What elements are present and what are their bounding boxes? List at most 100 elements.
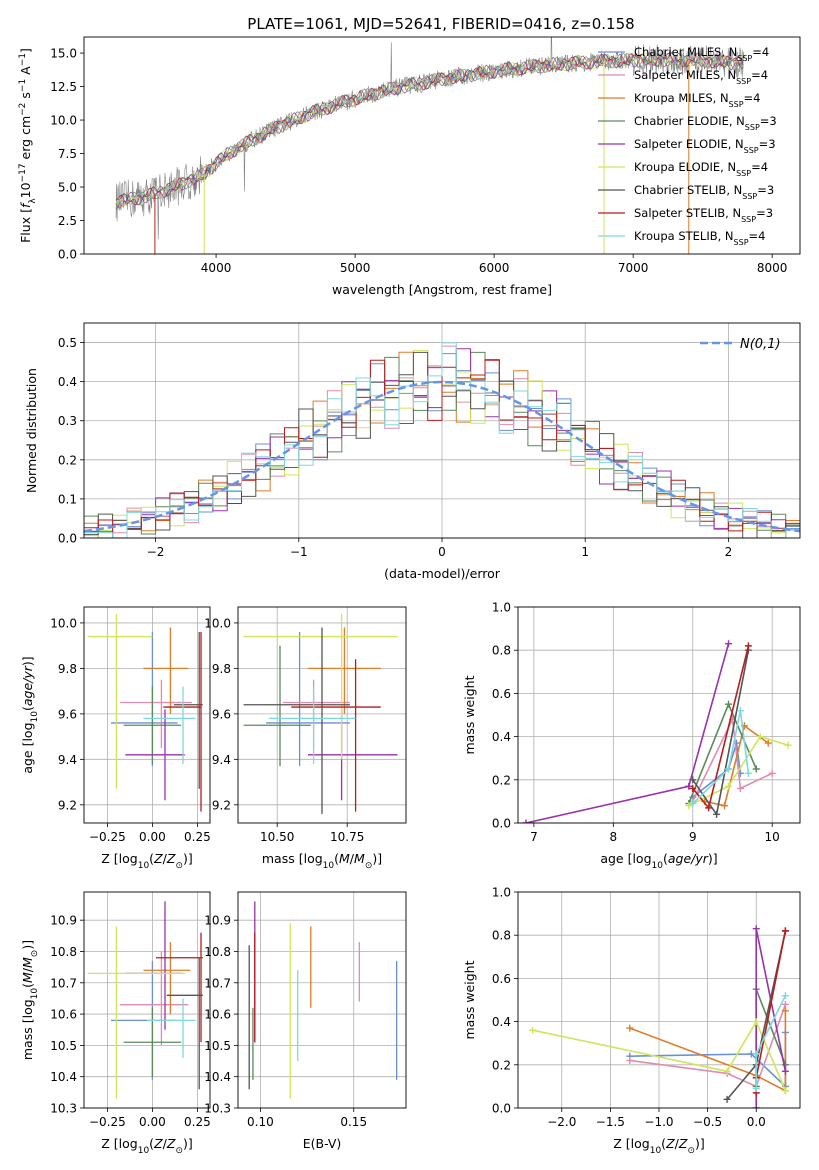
x-tick-label: 8000	[757, 261, 788, 275]
label-part: Z	[153, 1136, 163, 1151]
label-part: /	[20, 967, 35, 972]
y-tick-label: 10.7	[50, 976, 77, 990]
y-tick-label: 7.5	[58, 147, 77, 161]
x-axis-label: mass [log10(M/M⊙)]	[262, 851, 382, 871]
weight-marker	[768, 769, 776, 777]
label-part: erg cm	[18, 116, 33, 164]
legend-label: N(0,1)	[740, 337, 781, 352]
y-tick-label: 0.2	[492, 1058, 511, 1072]
label-part: Salpeter ELODIE, N	[634, 137, 744, 151]
y-tick-label: 10.8	[204, 945, 231, 959]
axes-frame	[237, 891, 407, 1109]
weight-marker	[756, 733, 764, 741]
y-tick-label: 0.4	[58, 375, 77, 389]
weight-marker	[752, 765, 760, 773]
y-tick-label: 0.0	[492, 1102, 511, 1116]
weight-marker	[685, 802, 693, 810]
y-tick-label: 0.8	[492, 644, 511, 658]
y-axis-label: mass [log10(M/M⊙)]	[20, 940, 40, 1060]
weight-marker	[781, 927, 789, 935]
label-part: ⊙	[175, 861, 183, 871]
model-line-kroupa-stelib	[115, 52, 744, 207]
label-part: Z	[678, 1136, 688, 1151]
plot-area-age_vs_Z	[87, 613, 203, 812]
axes-residuals: −2 −1 0 1 2 0.0 0.1 0.2 0.3 0.4 0.5 (data-model)/er…	[24, 322, 801, 581]
label-part: Z [	[101, 851, 118, 866]
label-part: (	[661, 1136, 666, 1151]
label-part: (	[20, 983, 35, 988]
weight-marker	[781, 992, 789, 1000]
x-tick-label: 7	[530, 830, 538, 844]
label-part: )]	[20, 656, 35, 666]
weight-marker	[721, 802, 729, 810]
y-tick-label: 9.8	[212, 662, 231, 676]
label-part: 10	[650, 1146, 662, 1156]
legend-label: Chabrier STELIB, NSSP=3	[634, 183, 774, 201]
x-axis-label: age [log10(age/yr)]	[600, 851, 717, 871]
weight-marker	[725, 640, 733, 648]
legend-label: Salpeter MILES, NSSP=4	[634, 68, 768, 86]
axes-spectrum: 4000 5000 6000 7000 8000 0.0 2.5 5.0 7.5 10.0 12.5…	[18, 36, 801, 297]
x-tick-label: 0.00	[139, 830, 166, 844]
label-part: −1	[18, 53, 28, 66]
y-tick-label: 2.5	[58, 214, 77, 228]
label-part: )]	[695, 1136, 705, 1151]
label-part: M	[339, 851, 350, 866]
label-part: age/yr	[668, 851, 709, 866]
y-axis-label: mass weight	[462, 960, 477, 1039]
y-tick-label: 9.6	[58, 707, 77, 721]
x-tick-label: −1.5	[596, 1115, 625, 1129]
label-part: /	[350, 851, 355, 866]
weight-marker	[784, 741, 792, 749]
weight-line-kroupa-miles	[629, 1010, 787, 1093]
label-part: E(B-V)	[303, 1136, 342, 1151]
x-axis-label: (data-model)/error	[384, 566, 501, 581]
label-part: log	[20, 999, 35, 1018]
plot-area-weight_vs_Z	[529, 925, 789, 1108]
x-tick-label: −0.5	[693, 1115, 722, 1129]
label-part: ]	[18, 48, 33, 53]
weight-marker	[781, 1061, 789, 1069]
label-part: −17	[18, 163, 28, 182]
label-part: Chabrier ELODIE, N	[634, 114, 745, 128]
weight-marker	[781, 1067, 789, 1075]
label-part: Z [	[613, 1136, 630, 1151]
label-part: 10	[138, 861, 150, 871]
x-tick-label: 0	[438, 545, 446, 559]
y-tick-label: 9.4	[58, 753, 77, 767]
weight-marker	[752, 1104, 760, 1108]
weight-marker	[744, 769, 752, 777]
label-part: )]	[708, 851, 718, 866]
plot-area-spectrum	[115, 37, 745, 254]
label-part: /	[675, 1136, 680, 1151]
label-part: SSP	[744, 146, 759, 155]
label-part: =4	[751, 68, 768, 82]
label-part: Z	[166, 1136, 176, 1151]
label-part: 10	[138, 1146, 150, 1156]
y-tick-label: 0.0	[492, 817, 511, 831]
axes-weight_vs_Z: −2.0 −1.5 −1.0 −0.5 0.0 0.0 0.2 0.4 0.6 0.8 1.0 Z […	[462, 886, 801, 1156]
x-tick-label: −0.25	[89, 1115, 126, 1129]
weight-marker	[781, 1007, 789, 1015]
x-tick-label: 2	[725, 545, 733, 559]
label-part: log	[304, 851, 323, 866]
weight-marker	[725, 700, 733, 708]
weight-marker	[781, 1000, 789, 1008]
weight-marker	[626, 1024, 634, 1032]
plot-area-mass_vs_ebv	[248, 901, 398, 1099]
x-tick-label: 5000	[340, 261, 371, 275]
label-part: )]	[183, 851, 193, 866]
y-tick-label: 10.6	[50, 1008, 77, 1022]
label-part: Kroupa MILES, N	[634, 91, 729, 105]
label-part: M	[20, 972, 35, 983]
label-part: wavelength [Angstrom, rest frame]	[332, 282, 552, 297]
y-tick-label: 10.0	[50, 114, 77, 128]
label-part: −1	[18, 79, 28, 92]
label-part: ⊙	[687, 1146, 695, 1156]
y-tick-label: 12.5	[50, 80, 77, 94]
y-tick-label: 0.8	[492, 929, 511, 943]
y-tick-label: 0.6	[492, 972, 511, 986]
label-part: Z	[166, 851, 176, 866]
